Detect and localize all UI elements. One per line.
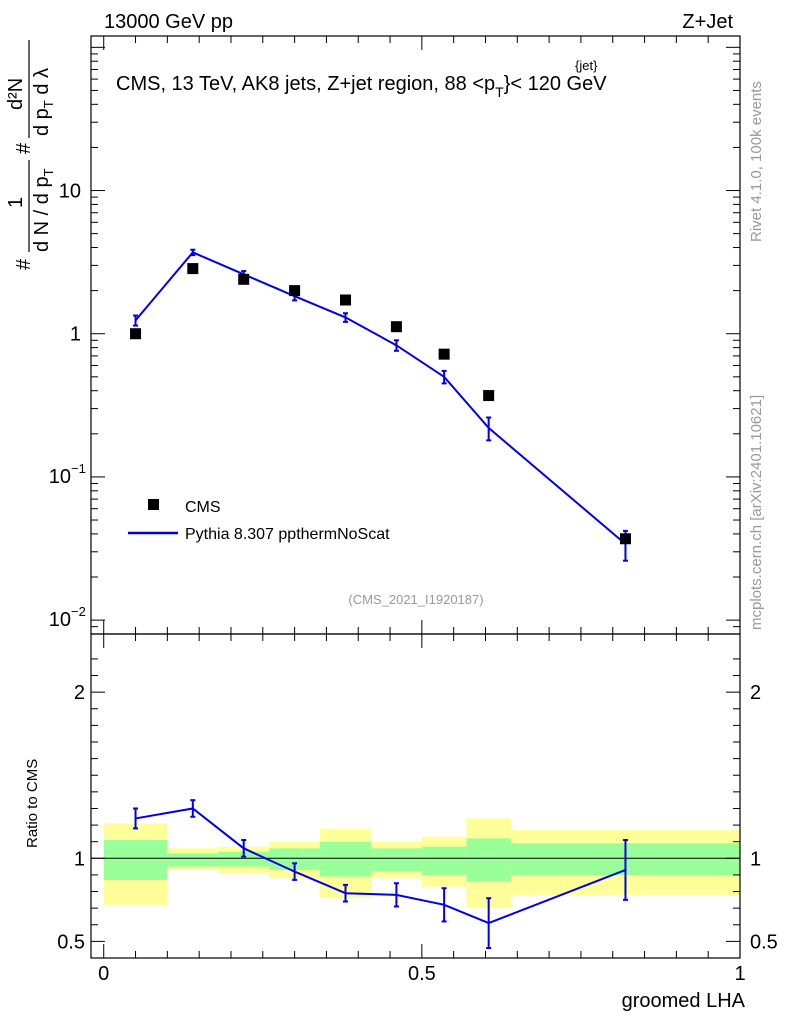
ratio-band-inner: [421, 846, 467, 875]
ratio-band-inner: [269, 848, 321, 870]
energy-label: 13000 GeV pp: [104, 11, 233, 33]
title-sup: {jet}: [575, 58, 598, 73]
cms-data-point: [483, 390, 495, 402]
cms-data-point: [390, 321, 402, 333]
main-ylabel: # 1 d N / d pT # d²N d pT d λ: [5, 40, 56, 270]
main-ytick-label: 10: [59, 181, 81, 203]
ratio-ytick-label-left: 1: [74, 848, 85, 870]
ratio-ytick-label-right: 0.5: [750, 931, 778, 953]
ratio-ytick-label-right: 2: [750, 682, 761, 704]
ratio-ytick-label-right: 1: [750, 848, 761, 870]
main-frame: [90, 35, 741, 635]
legend-label-pythia: Pythia 8.307 ppthermNoScat: [185, 526, 390, 543]
ratio-band-inner: [370, 848, 422, 872]
ylabel-den2-sub: T: [41, 100, 56, 108]
cms-data-point: [187, 263, 199, 275]
analysis-watermark: (CMS_2021_I1920187): [348, 592, 483, 607]
main-ytick-label-exp: −2: [71, 604, 86, 619]
main-ytick-label: 10: [49, 466, 71, 488]
ratio-ytick-label-left: 2: [74, 682, 85, 704]
cms-data-point: [438, 348, 450, 360]
ratio-band-inner: [103, 840, 168, 880]
ratio-xtick-label: 0.5: [408, 963, 436, 985]
title-prefix: CMS, 13 TeV, AK8 jets, Z+jet region, 88 …: [116, 73, 495, 95]
ratio-xlabel: groomed LHA: [622, 990, 746, 1012]
ylabel-den2-text: d p: [31, 108, 53, 136]
ylabel-den2: d pT d λ: [31, 68, 56, 136]
title-suffix: }< 120 GeV: [504, 73, 608, 95]
ratio-band-inner: [218, 851, 270, 867]
ratio-frame: [90, 633, 741, 959]
main-title: CMS, 13 TeV, AK8 jets, Z+jet region, 88 …: [116, 73, 607, 100]
ratio-panel: 0.5 0.51 12 20 0.5 1: [57, 633, 778, 985]
ratio-xtick-label: 1: [734, 963, 745, 985]
main-ytick-label-exp: −1: [71, 461, 86, 476]
title-sub: T: [495, 84, 504, 100]
ylabel-frac-num: 1: [5, 197, 27, 208]
legend: CMS Pythia 8.307 ppthermNoScat: [128, 499, 390, 543]
ylabel-frac-den: d N / d pT: [31, 168, 56, 252]
cms-data-point: [289, 285, 301, 297]
cms-data-point: [619, 533, 631, 545]
ratio-band-inner: [320, 841, 371, 877]
ratio-band-inner: [167, 853, 219, 867]
ratio-ylabel: Ratio to CMS: [24, 759, 41, 848]
ylabel-frac-den-text: d N / d p: [31, 176, 53, 252]
ylabel-hash: #: [13, 258, 35, 270]
cms-data-point: [130, 328, 142, 340]
legend-marker-cms: [148, 499, 159, 510]
ratio-xtick-label: 0: [98, 963, 109, 985]
main-ytick-label: 1: [70, 324, 81, 346]
ylabel-hash-2: #: [13, 142, 35, 154]
cms-data-point: [340, 294, 352, 306]
cms-data-point: [238, 273, 250, 285]
ratio-ytick-label-left: 0.5: [57, 931, 85, 953]
ylabel-den2-tail: d λ: [31, 68, 53, 100]
mcplots-label: mcplots.cern.ch [arXiv:2401.10621]: [748, 395, 765, 630]
process-label: Z+Jet: [682, 11, 733, 33]
rivet-label: Rivet 4.1.0, 100k events: [748, 81, 765, 242]
ratio-band-inner: [466, 838, 511, 882]
legend-label-cms: CMS: [185, 499, 221, 516]
ylabel-frac-den-sub: T: [41, 168, 56, 176]
main-ytick-label: 10: [49, 609, 71, 631]
ylabel-num2: d²N: [5, 78, 27, 110]
